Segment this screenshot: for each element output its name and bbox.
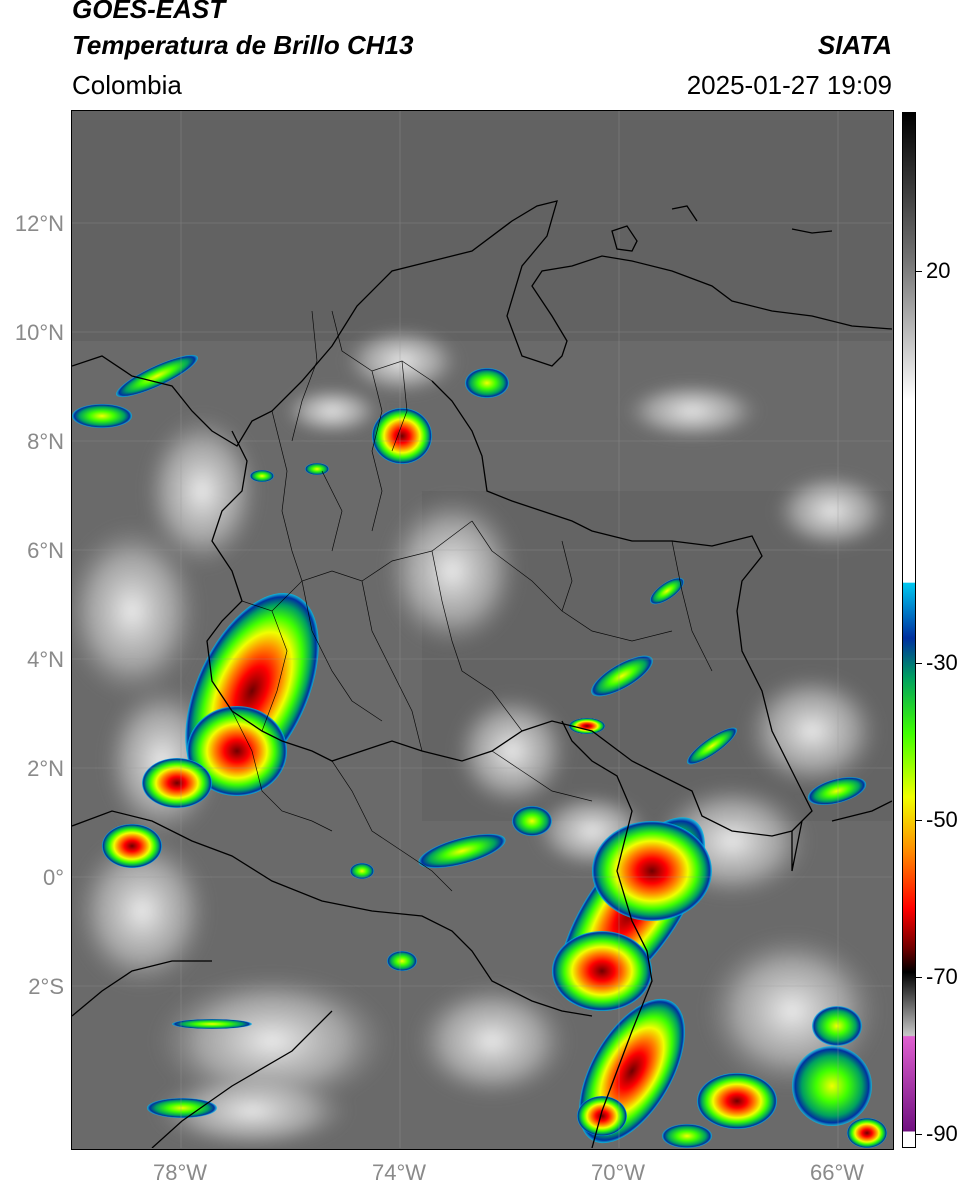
lon-label-70w: 70°W <box>590 1160 646 1185</box>
graticule <box>72 111 892 1148</box>
colorbar-label: -30 <box>926 650 958 675</box>
lat-label-6n: 6°N <box>27 538 64 563</box>
department-borders <box>231 310 713 892</box>
agency-label: SIATA <box>817 30 892 60</box>
colorbar-tick <box>916 1134 922 1135</box>
colorbar <box>902 112 916 1148</box>
colorbar-tick <box>916 663 922 664</box>
convective-cells <box>72 354 887 1148</box>
lat-label-10n: 10°N <box>14 320 64 345</box>
satellite-map[interactable] <box>71 110 894 1150</box>
colorbar-label: -70 <box>926 964 958 989</box>
colorbar-tick <box>916 820 922 821</box>
lon-label-78w: 78°W <box>152 1160 208 1185</box>
borders <box>72 200 892 1148</box>
colorbar-label: 20 <box>926 258 951 283</box>
lat-label-0: 0° <box>42 865 64 890</box>
colorbar-tick <box>916 271 922 272</box>
satellite-title: GOES-EAST <box>72 0 226 24</box>
lon-label-66w: 66°W <box>809 1160 865 1185</box>
datetime-label: 2025-01-27 19:09 <box>686 70 892 100</box>
colorbar-label: -90 <box>926 1121 958 1146</box>
lat-label-4n: 4°N <box>27 647 64 672</box>
product-title: Temperatura de Brillo CH13 <box>72 30 414 60</box>
lat-label-2s: 2°S <box>28 974 64 999</box>
colorbar-label: -50 <box>926 807 958 832</box>
colorbar-tick <box>916 977 922 978</box>
region-label: Colombia <box>72 70 182 100</box>
lon-label-74w: 74°W <box>371 1160 427 1185</box>
map-canvas <box>72 111 892 1148</box>
lat-label-12n: 12°N <box>14 211 64 236</box>
lat-label-2n: 2°N <box>27 756 64 781</box>
lat-label-8n: 8°N <box>27 429 64 454</box>
